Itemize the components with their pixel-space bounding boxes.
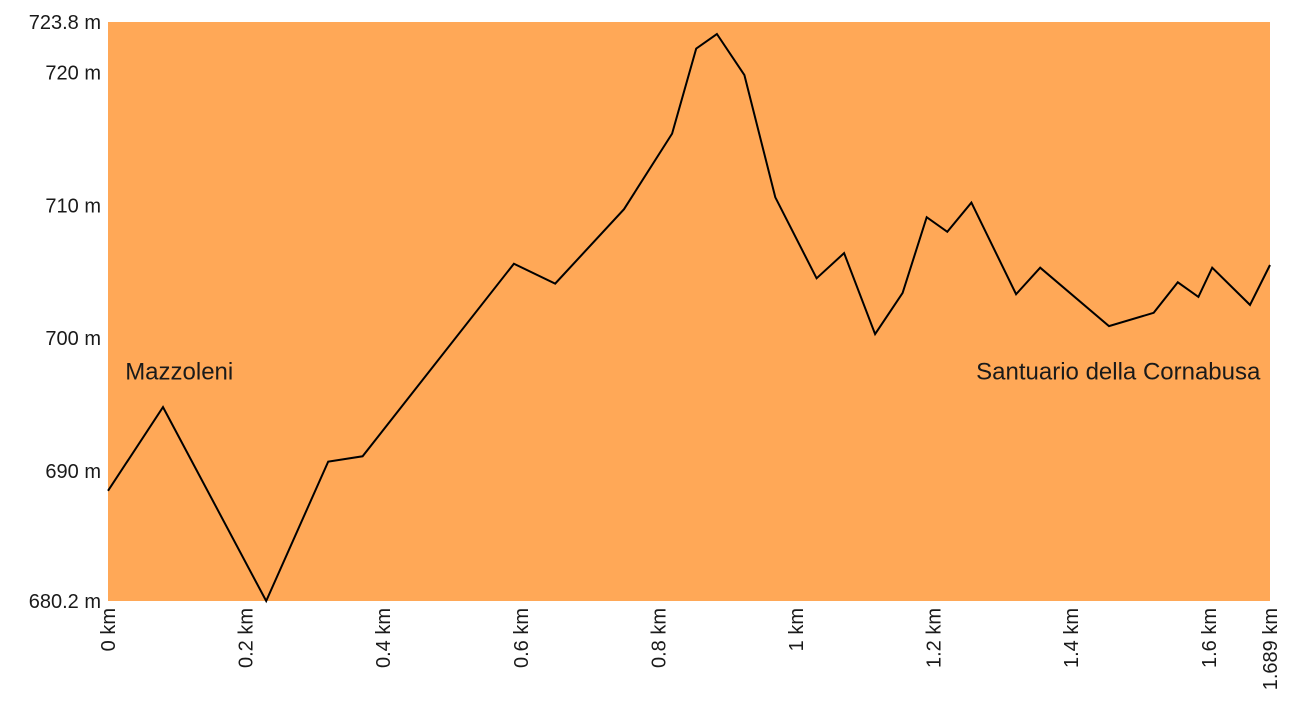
plot-area: [108, 22, 1270, 601]
x-tick-label: 1.689 km: [1260, 608, 1282, 690]
x-tick-label: 0.4 km: [373, 608, 395, 668]
x-tick-label: 0 km: [98, 608, 120, 651]
x-axis-ticks: 0 km 0.2 km 0.4 km 0.6 km 0.8 km 1 km 1.2 km 1.…: [98, 608, 1282, 690]
y-tick-label: 680.2 m: [29, 591, 101, 613]
y-axis-ticks: 723.8 m 720 m 710 m 700 m 690 m 680.2 m: [29, 12, 101, 613]
y-tick-label: 700 m: [45, 328, 101, 350]
x-tick-label: 1.6 km: [1199, 608, 1221, 668]
start-label: Mazzoleni: [125, 358, 233, 385]
y-tick-label: 690 m: [45, 461, 101, 483]
y-tick-label: 720 m: [45, 62, 101, 84]
x-tick-label: 1.2 km: [924, 608, 946, 668]
y-tick-label: 723.8 m: [29, 12, 101, 34]
annotations: Mazzoleni Santuario della Cornabusa: [125, 358, 1261, 385]
x-tick-label: 0.2 km: [236, 608, 258, 668]
end-label: Santuario della Cornabusa: [976, 358, 1261, 385]
x-tick-label: 0.6 km: [511, 608, 533, 668]
x-tick-label: 0.8 km: [648, 608, 670, 668]
elevation-line: [107, 32, 1271, 604]
x-tick-label: 1.4 km: [1061, 608, 1083, 668]
y-tick-label: 710 m: [45, 195, 101, 217]
x-tick-label: 1 km: [786, 608, 808, 651]
